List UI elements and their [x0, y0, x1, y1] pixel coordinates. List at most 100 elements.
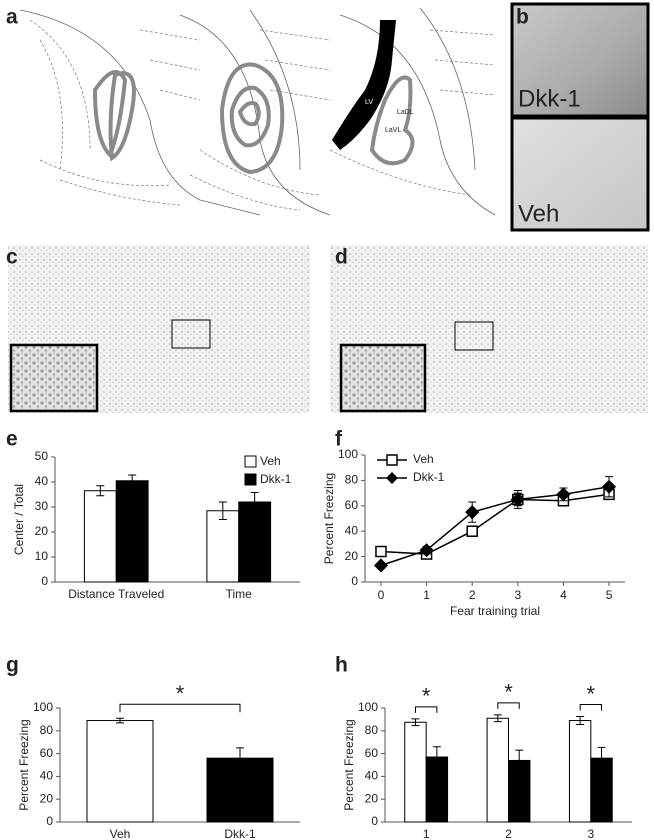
- significance-mark: *: [587, 681, 596, 706]
- y-tick-label: 20: [365, 791, 379, 805]
- inset-image: [510, 2, 650, 118]
- y-axis-label: Percent Freezing: [342, 719, 356, 810]
- error-bar: [236, 747, 244, 769]
- y-axis-label: Center / Total: [12, 484, 26, 555]
- zoom-inset: [339, 343, 427, 413]
- y-tick-label: 30: [35, 499, 49, 513]
- significance-bracket: [119, 703, 241, 713]
- zoom-box: [454, 321, 494, 351]
- zoom-box: [171, 319, 211, 349]
- marker: [556, 487, 571, 502]
- y-tick-label: 60: [345, 498, 359, 512]
- significance-mark: *: [504, 680, 513, 705]
- inset-label: Veh: [518, 200, 559, 227]
- y-tick-label: 80: [365, 723, 379, 737]
- legend-label: Veh: [413, 452, 434, 466]
- error-bar: [515, 749, 524, 772]
- x-tick-label: 4: [560, 588, 567, 602]
- panel-letter: f: [335, 428, 343, 451]
- inset-label: Dkk-1: [518, 85, 581, 112]
- y-tick-label: 0: [371, 814, 378, 828]
- x-tick-label: 3: [514, 588, 521, 602]
- legend-label: Dkk-1: [413, 470, 445, 484]
- bar: [83, 490, 117, 583]
- marker: [373, 558, 389, 573]
- y-tick-label: 10: [35, 549, 49, 563]
- bar: [86, 720, 154, 823]
- legend-label: Veh: [260, 454, 281, 468]
- y-tick-label: 20: [40, 791, 54, 805]
- y-tick-label: 100: [338, 447, 358, 461]
- panel-letter: e: [6, 428, 18, 451]
- panel-letter: h: [335, 654, 348, 677]
- line: [380, 486, 610, 567]
- y-tick-label: 80: [40, 723, 54, 737]
- error-bar: [493, 714, 502, 723]
- error-bar: [218, 501, 227, 520]
- significance-mark: *: [176, 681, 185, 706]
- x-tick-label: Time: [226, 587, 253, 601]
- x-axis-label: Fear training trial: [450, 604, 540, 618]
- legend-swatch: [244, 473, 257, 486]
- bar: [206, 510, 240, 583]
- marker: [466, 525, 478, 537]
- error-bar: [250, 492, 259, 512]
- x-tick-label: Veh: [110, 827, 131, 840]
- panel-letter: d: [335, 246, 348, 269]
- error-bar: [128, 474, 137, 487]
- y-tick-label: 0: [41, 574, 48, 588]
- legend-marker: [386, 454, 398, 466]
- marker: [419, 543, 434, 558]
- x-tick-label: 1: [423, 588, 430, 602]
- y-tick-label: 40: [35, 474, 49, 488]
- y-tick-label: 0: [46, 814, 53, 828]
- x-tick-label: 0: [378, 588, 385, 602]
- atlas-sections: LV LaDL LaVL: [19, 7, 496, 216]
- bar: [238, 501, 272, 583]
- error-bar: [597, 746, 606, 770]
- legend-label: Dkk-1: [260, 472, 292, 486]
- section-label: LaDL: [397, 109, 414, 116]
- significance-bracket: [497, 702, 520, 709]
- y-tick-label: 100: [358, 700, 378, 714]
- error-bar: [411, 718, 420, 727]
- x-tick-label: Distance Traveled: [68, 587, 164, 601]
- significance-mark: *: [422, 684, 431, 709]
- significance-bracket: [414, 706, 438, 713]
- y-axis-label: Percent Freezing: [322, 473, 336, 564]
- x-tick-label: 2: [505, 827, 512, 840]
- y-tick-label: 40: [365, 769, 379, 783]
- lateral-ventricle: [332, 20, 396, 150]
- line: [380, 493, 610, 555]
- panel-letter: g: [6, 654, 19, 677]
- y-tick-label: 50: [35, 449, 49, 463]
- y-axis-label: Percent Freezing: [17, 719, 31, 810]
- error-bar: [576, 716, 585, 726]
- panel-letter: b: [516, 6, 529, 29]
- bar: [486, 717, 509, 823]
- y-tick-label: 100: [33, 700, 53, 714]
- y-tick-label: 60: [40, 746, 54, 760]
- y-tick-label: 40: [40, 769, 54, 783]
- marker: [510, 492, 525, 507]
- zoom-inset: [9, 343, 99, 413]
- section-label: LV: [365, 99, 373, 106]
- legend-swatch: [244, 455, 257, 468]
- bar: [568, 720, 592, 823]
- x-tick-label: Dkk-1: [224, 827, 256, 840]
- marker: [375, 545, 387, 558]
- x-tick-label: 2: [469, 588, 476, 602]
- y-tick-label: 40: [345, 523, 359, 537]
- y-tick-label: 0: [351, 574, 358, 588]
- error-bar: [116, 717, 124, 724]
- error-bar: [96, 485, 105, 497]
- bar: [404, 721, 427, 823]
- inset-image: [510, 116, 650, 232]
- x-tick-label: 1: [423, 827, 430, 840]
- marker: [465, 505, 480, 520]
- legend-marker: [386, 472, 398, 484]
- section-label: LaVL: [385, 127, 401, 134]
- y-tick-label: 20: [35, 524, 49, 538]
- x-tick-label: 3: [587, 827, 594, 840]
